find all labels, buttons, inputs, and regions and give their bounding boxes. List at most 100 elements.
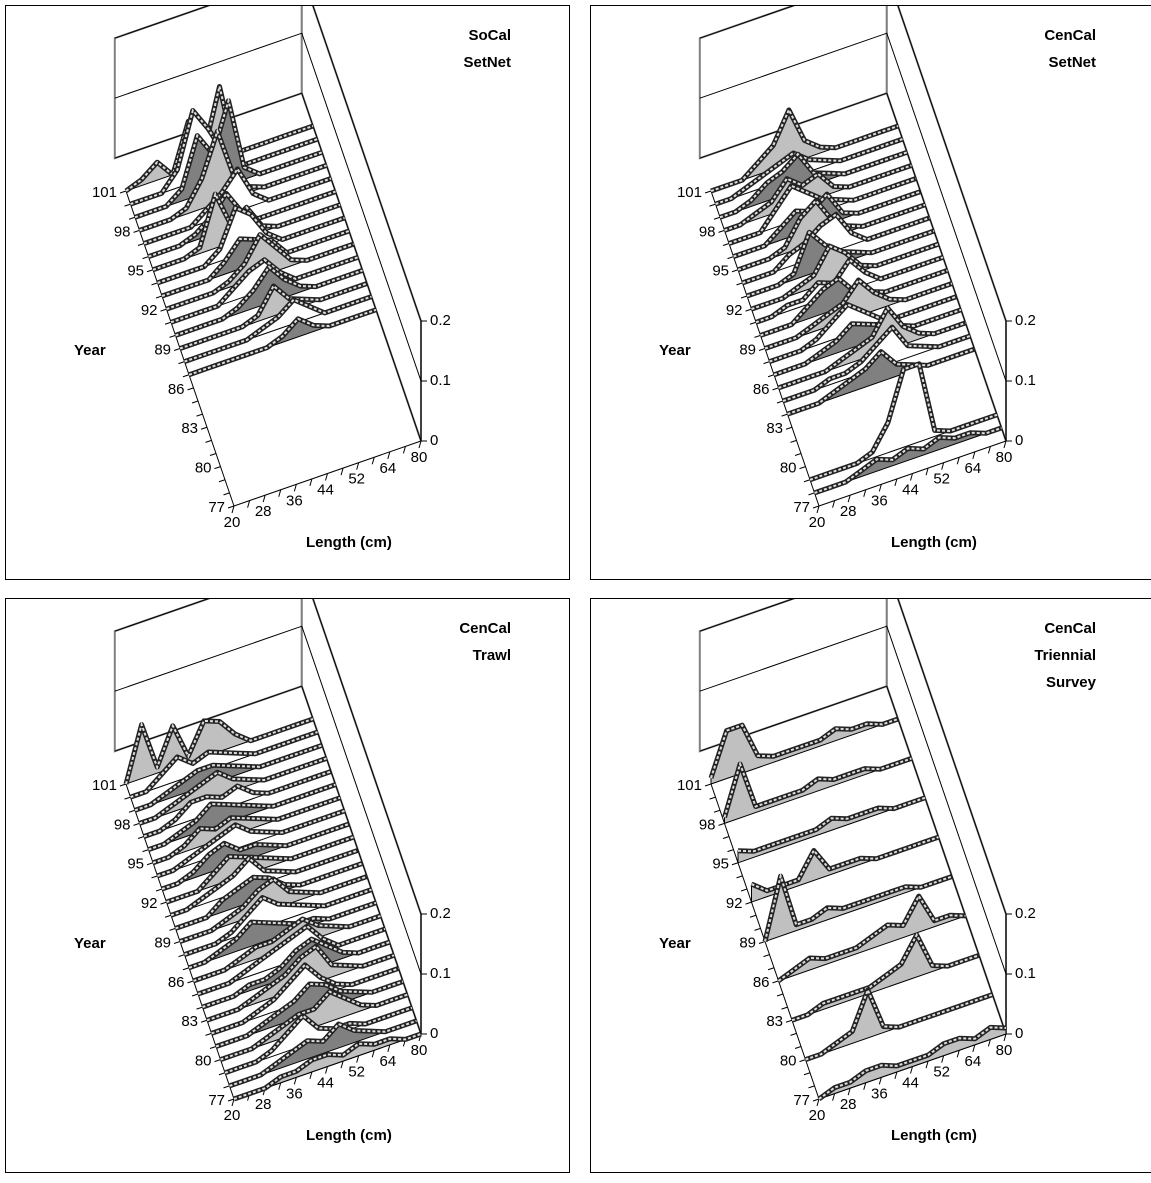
y-tick — [124, 203, 131, 207]
x-tick — [340, 1060, 344, 1069]
y-tick — [781, 413, 788, 417]
ribbon-edge-inner — [710, 107, 899, 192]
y-tick — [722, 243, 730, 246]
z-tick-label: 0.2 — [430, 905, 451, 922]
y-tick — [713, 216, 721, 220]
y-tick — [803, 1072, 811, 1076]
grid-line — [699, 685, 1007, 1035]
y-tick — [227, 1098, 235, 1102]
x-axis-label: Length (cm) — [306, 534, 392, 551]
x-tick — [863, 489, 867, 497]
y-tick — [736, 875, 743, 879]
y-tick — [794, 453, 802, 456]
y-tick-label: 101 — [92, 184, 117, 201]
z-tick-label: 0.1 — [1015, 965, 1036, 982]
ribbon-edge-inner — [143, 770, 332, 838]
ribbon-edge-inner — [710, 718, 899, 779]
y-tick — [745, 901, 752, 905]
x-tick-label: 36 — [871, 1085, 888, 1102]
x-tick — [371, 1050, 375, 1058]
y-tick — [745, 308, 752, 312]
ribbon-edge-inner — [134, 96, 323, 219]
x-tick — [1003, 1033, 1007, 1042]
ribbon-edge-inner — [814, 426, 1002, 494]
y-tick-label: 77 — [208, 1092, 225, 1109]
x-tick — [262, 495, 266, 503]
y-tick — [799, 1059, 806, 1063]
x-tick-label: 52 — [348, 1064, 365, 1081]
chart: 0 0.1 0.2 77 80 83 86 89 92 95 98 101 20 28 36 44 52 64 80… — [659, 6, 1096, 551]
ribbon-edge-inner — [220, 990, 408, 1061]
y-tick — [142, 849, 149, 853]
y-tick — [142, 256, 149, 260]
y-tick — [146, 269, 154, 273]
x-tick — [371, 457, 375, 465]
x-tick-label: 52 — [933, 1064, 950, 1081]
ribbon-edge-inner — [737, 796, 926, 853]
y-tick-label: 83 — [181, 1013, 198, 1030]
y-tick — [709, 796, 716, 800]
ribbon-edge-inner — [161, 823, 350, 890]
y-tick — [164, 321, 172, 325]
y-tick — [196, 1006, 203, 1010]
x-tick-label: 44 — [902, 481, 919, 498]
ribbon-edge-inner — [723, 757, 912, 818]
y-tick — [790, 439, 797, 443]
x-axis-label: Length (cm) — [306, 1127, 392, 1144]
x-tick — [832, 500, 836, 508]
y-tick — [128, 216, 136, 220]
y-tick — [790, 1032, 797, 1036]
ribbon-edge-inner — [152, 191, 341, 271]
chart: 0 0.1 0.2 77 80 83 86 89 92 95 98 101 20 28 36 44 52 64 80… — [74, 6, 511, 551]
x-tick-label: 44 — [902, 1074, 919, 1091]
grid-line — [114, 599, 422, 915]
z-tick-label: 0.1 — [430, 965, 451, 982]
ribbon-edge-inner — [170, 256, 359, 324]
ribbon-edge-inner — [719, 151, 908, 219]
x-tick — [972, 451, 976, 459]
ribbon-edge-inner — [215, 980, 404, 1048]
y-tick — [214, 1059, 221, 1063]
y-tick-label: 80 — [195, 1053, 212, 1070]
x-tick — [847, 1088, 851, 1096]
ribbon-edge-inner — [809, 362, 998, 481]
ribbon-edge-inner — [125, 86, 314, 192]
ribbon-edge-inner — [197, 924, 386, 995]
y-tick — [736, 282, 743, 286]
x-tick — [402, 446, 406, 454]
ribbon-edge-inner — [805, 987, 993, 1061]
ribbon-edge — [183, 294, 373, 364]
y-tick-label: 83 — [766, 420, 783, 437]
x-tick-label: 36 — [286, 492, 303, 509]
y-tick — [146, 862, 154, 866]
y-tick — [781, 1006, 788, 1010]
y-tick — [763, 954, 770, 958]
ribbon-edge-inner — [175, 265, 363, 337]
z-tick-label: 0 — [1015, 432, 1023, 449]
grid-line — [699, 599, 1007, 915]
y-tick-label: 89 — [739, 934, 756, 951]
y-tick-label: 95 — [712, 856, 729, 873]
x-tick-label: 44 — [317, 481, 334, 498]
x-tick — [231, 505, 235, 514]
y-tick — [776, 400, 784, 404]
y-tick-label: 95 — [127, 263, 144, 280]
x-tick — [941, 1055, 945, 1063]
y-tick-label: 92 — [141, 895, 158, 912]
ribbon-edge — [143, 166, 332, 246]
x-tick-label: 80 — [411, 449, 428, 466]
x-tick — [231, 1098, 235, 1107]
y-tick — [709, 203, 716, 207]
chart-title: Trawl — [473, 647, 511, 664]
x-tick — [972, 1044, 976, 1052]
x-tick-label: 52 — [348, 471, 365, 488]
z-tick-label: 0 — [430, 432, 438, 449]
y-tick — [763, 361, 770, 365]
x-tick — [894, 1071, 898, 1080]
y-tick — [200, 1019, 208, 1023]
ribbon-edge-inner — [125, 718, 314, 785]
chart-panel: 0 0.1 0.2 77 80 83 86 89 92 95 98 101 20 28 36 44 52 64 80… — [5, 5, 570, 580]
x-tick — [894, 478, 898, 487]
ribbon-edge-inner — [778, 306, 966, 389]
x-tick-label: 28 — [255, 1096, 272, 1113]
